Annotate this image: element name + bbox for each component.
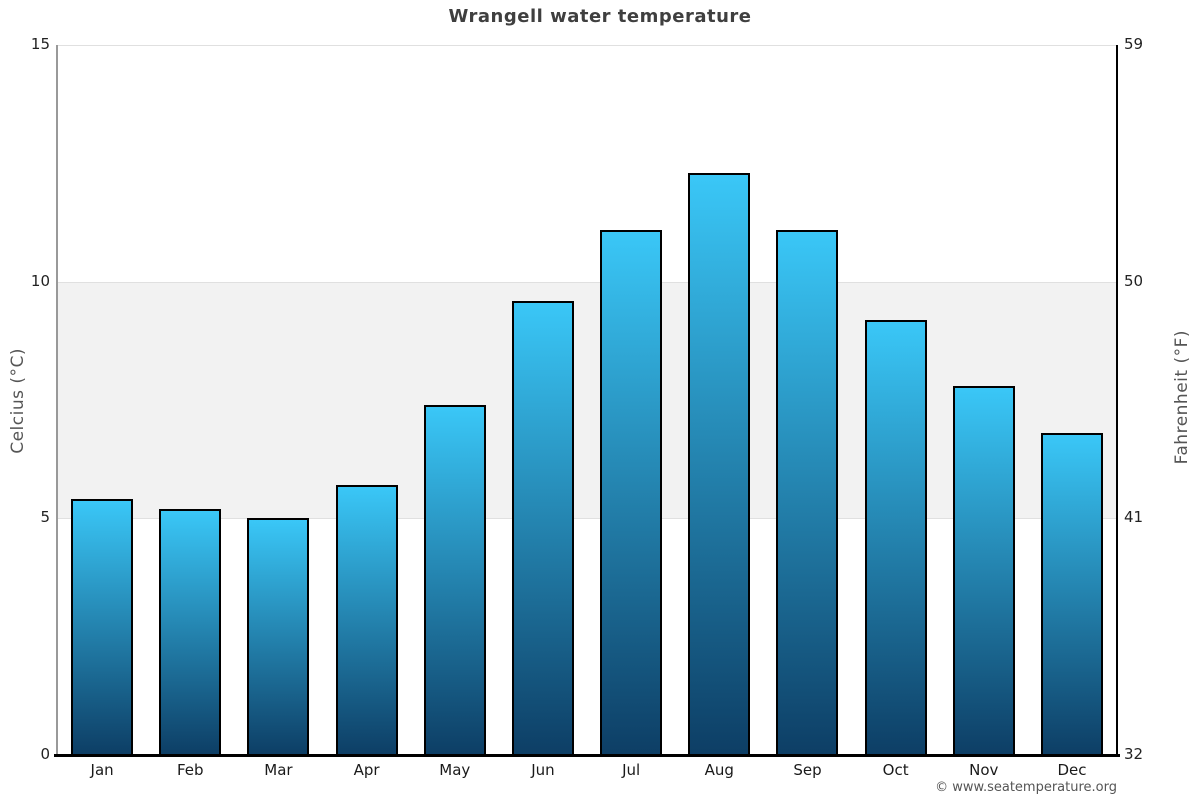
bar-sep[interactable] xyxy=(776,230,839,755)
bars xyxy=(58,45,1116,755)
bar-slot-nov xyxy=(940,45,1028,755)
bar-mar[interactable] xyxy=(247,518,310,755)
y-axis-line-right xyxy=(1116,45,1118,755)
copyright-link[interactable]: © www.seatemperature.org xyxy=(935,780,1117,795)
x-label-mar: Mar xyxy=(264,761,293,779)
x-label-sep: Sep xyxy=(793,761,822,779)
bar-slot-feb xyxy=(146,45,234,755)
tick-celsius-15: 15 xyxy=(30,35,50,53)
gridline-10c xyxy=(58,281,1116,283)
x-axis-line xyxy=(54,754,1120,757)
bar-aug[interactable] xyxy=(688,173,751,755)
tick-fahrenheit-50: 50 xyxy=(1124,271,1144,290)
bar-oct[interactable] xyxy=(864,320,927,755)
x-label-jun: Jun xyxy=(531,761,555,779)
bar-apr[interactable] xyxy=(335,485,398,755)
bar-dec[interactable] xyxy=(1040,433,1103,755)
x-label-dec: Dec xyxy=(1057,761,1087,779)
plot-band xyxy=(58,281,1116,519)
x-label-jul: Jul xyxy=(622,761,641,779)
bar-slot-jan xyxy=(58,45,146,755)
bar-slot-may xyxy=(411,45,499,755)
gridline-5c xyxy=(58,518,1116,520)
bar-slot-mar xyxy=(234,45,322,755)
bar-slot-jun xyxy=(499,45,587,755)
tick-celsius-0: 0 xyxy=(40,745,50,763)
x-label-feb: Feb xyxy=(176,761,204,779)
bar-slot-oct xyxy=(852,45,940,755)
bar-slot-apr xyxy=(323,45,411,755)
y-axis-title-celsius: Celcius (°C) xyxy=(8,348,28,454)
tick-celsius-5: 5 xyxy=(40,508,50,527)
bar-slot-sep xyxy=(763,45,851,755)
x-axis-labels: Jan Feb Mar Apr May Jun Jul Aug Sep Oct Nov Dec xyxy=(58,760,1116,780)
x-label-apr: Apr xyxy=(353,761,380,779)
bar-jan[interactable] xyxy=(71,499,134,755)
gridline-15c xyxy=(58,45,1116,46)
bar-jun[interactable] xyxy=(511,301,574,755)
tick-fahrenheit-41: 41 xyxy=(1124,508,1144,527)
bar-slot-dec xyxy=(1028,45,1116,755)
bar-slot-aug xyxy=(675,45,763,755)
x-label-may: May xyxy=(439,761,471,779)
x-label-oct: Oct xyxy=(882,761,909,779)
bar-feb[interactable] xyxy=(159,509,222,755)
x-label-nov: Nov xyxy=(969,761,999,779)
bar-slot-jul xyxy=(587,45,675,755)
plot-area xyxy=(58,45,1116,755)
tick-fahrenheit-59: 59 xyxy=(1124,35,1144,53)
bar-nov[interactable] xyxy=(952,386,1015,755)
x-label-aug: Aug xyxy=(704,761,734,779)
bar-jul[interactable] xyxy=(600,230,663,755)
x-label-jan: Jan xyxy=(90,761,114,779)
bar-may[interactable] xyxy=(423,405,486,755)
tick-celsius-10: 10 xyxy=(30,271,50,290)
y-axis-title-fahrenheit: Fahrenheit (°F) xyxy=(1172,330,1192,465)
y-axis-line-left xyxy=(56,45,58,755)
tick-fahrenheit-32: 32 xyxy=(1124,745,1144,763)
chart-title: Wrangell water temperature xyxy=(448,6,752,27)
